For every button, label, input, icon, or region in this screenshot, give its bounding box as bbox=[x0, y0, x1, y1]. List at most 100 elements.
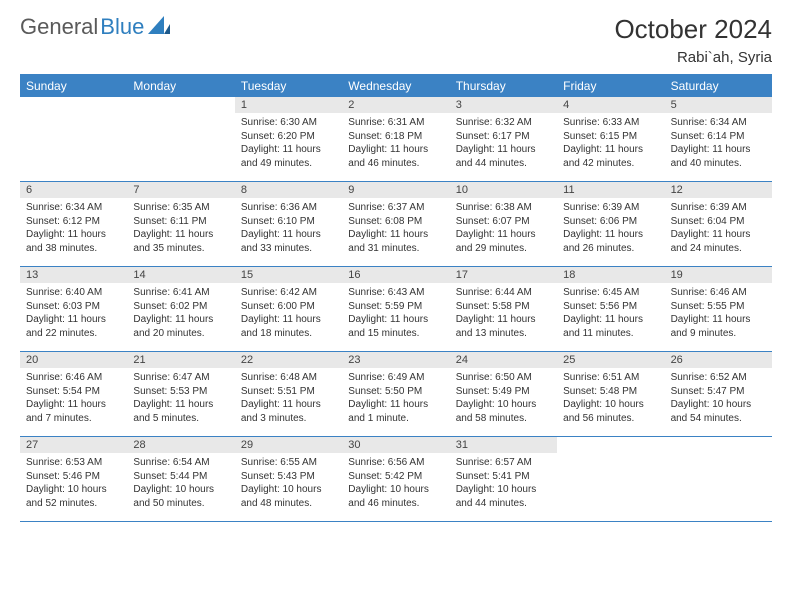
weekday-header: Tuesday bbox=[235, 76, 342, 96]
sunset-text: Sunset: 5:47 PM bbox=[671, 385, 766, 399]
brand-word-blue: Blue bbox=[100, 14, 144, 40]
sunset-text: Sunset: 6:10 PM bbox=[241, 215, 336, 229]
sunset-text: Sunset: 5:56 PM bbox=[563, 300, 658, 314]
weekday-header: Saturday bbox=[665, 76, 772, 96]
day-number: 22 bbox=[235, 352, 342, 368]
day-cell: 20Sunrise: 6:46 AMSunset: 5:54 PMDayligh… bbox=[20, 352, 127, 436]
sunrise-text: Sunrise: 6:38 AM bbox=[456, 201, 551, 215]
sunset-text: Sunset: 6:04 PM bbox=[671, 215, 766, 229]
sunset-text: Sunset: 5:51 PM bbox=[241, 385, 336, 399]
day-cell: 21Sunrise: 6:47 AMSunset: 5:53 PMDayligh… bbox=[127, 352, 234, 436]
day-cell bbox=[557, 437, 664, 521]
day-details: Sunrise: 6:45 AMSunset: 5:56 PMDaylight:… bbox=[557, 283, 664, 343]
daylight-text: Daylight: 11 hours and 18 minutes. bbox=[241, 313, 336, 340]
sunset-text: Sunset: 5:49 PM bbox=[456, 385, 551, 399]
day-number: 24 bbox=[450, 352, 557, 368]
day-cell: 28Sunrise: 6:54 AMSunset: 5:44 PMDayligh… bbox=[127, 437, 234, 521]
day-details: Sunrise: 6:46 AMSunset: 5:55 PMDaylight:… bbox=[665, 283, 772, 343]
header: General Blue October 2024 Rabi`ah, Syria bbox=[20, 14, 772, 66]
day-details: Sunrise: 6:37 AMSunset: 6:08 PMDaylight:… bbox=[342, 198, 449, 258]
day-details: Sunrise: 6:55 AMSunset: 5:43 PMDaylight:… bbox=[235, 453, 342, 513]
day-cell: 22Sunrise: 6:48 AMSunset: 5:51 PMDayligh… bbox=[235, 352, 342, 436]
day-details: Sunrise: 6:33 AMSunset: 6:15 PMDaylight:… bbox=[557, 113, 664, 173]
daylight-text: Daylight: 10 hours and 50 minutes. bbox=[133, 483, 228, 510]
daylight-text: Daylight: 11 hours and 20 minutes. bbox=[133, 313, 228, 340]
calendar-grid: Sunday Monday Tuesday Wednesday Thursday… bbox=[20, 74, 772, 522]
day-cell: 6Sunrise: 6:34 AMSunset: 6:12 PMDaylight… bbox=[20, 182, 127, 266]
sunrise-text: Sunrise: 6:54 AM bbox=[133, 456, 228, 470]
sunrise-text: Sunrise: 6:51 AM bbox=[563, 371, 658, 385]
day-cell: 19Sunrise: 6:46 AMSunset: 5:55 PMDayligh… bbox=[665, 267, 772, 351]
sunrise-text: Sunrise: 6:39 AM bbox=[671, 201, 766, 215]
day-details: Sunrise: 6:46 AMSunset: 5:54 PMDaylight:… bbox=[20, 368, 127, 428]
daylight-text: Daylight: 11 hours and 5 minutes. bbox=[133, 398, 228, 425]
daylight-text: Daylight: 11 hours and 35 minutes. bbox=[133, 228, 228, 255]
location-subtitle: Rabi`ah, Syria bbox=[614, 49, 772, 66]
sunset-text: Sunset: 5:58 PM bbox=[456, 300, 551, 314]
sunset-text: Sunset: 6:18 PM bbox=[348, 130, 443, 144]
day-details: Sunrise: 6:41 AMSunset: 6:02 PMDaylight:… bbox=[127, 283, 234, 343]
sunset-text: Sunset: 6:00 PM bbox=[241, 300, 336, 314]
sunrise-text: Sunrise: 6:49 AM bbox=[348, 371, 443, 385]
week-row: 1Sunrise: 6:30 AMSunset: 6:20 PMDaylight… bbox=[20, 96, 772, 181]
sunrise-text: Sunrise: 6:57 AM bbox=[456, 456, 551, 470]
day-number: 2 bbox=[342, 97, 449, 113]
sunset-text: Sunset: 5:46 PM bbox=[26, 470, 121, 484]
daylight-text: Daylight: 11 hours and 44 minutes. bbox=[456, 143, 551, 170]
day-details: Sunrise: 6:40 AMSunset: 6:03 PMDaylight:… bbox=[20, 283, 127, 343]
day-cell bbox=[665, 437, 772, 521]
sunset-text: Sunset: 5:43 PM bbox=[241, 470, 336, 484]
brand-logo: General Blue bbox=[20, 14, 170, 40]
sunrise-text: Sunrise: 6:55 AM bbox=[241, 456, 336, 470]
sunrise-text: Sunrise: 6:44 AM bbox=[456, 286, 551, 300]
day-cell: 15Sunrise: 6:42 AMSunset: 6:00 PMDayligh… bbox=[235, 267, 342, 351]
day-number: 26 bbox=[665, 352, 772, 368]
daylight-text: Daylight: 10 hours and 46 minutes. bbox=[348, 483, 443, 510]
sunrise-text: Sunrise: 6:43 AM bbox=[348, 286, 443, 300]
day-number: 31 bbox=[450, 437, 557, 453]
weekday-header: Thursday bbox=[450, 76, 557, 96]
day-details: Sunrise: 6:56 AMSunset: 5:42 PMDaylight:… bbox=[342, 453, 449, 513]
day-number: 1 bbox=[235, 97, 342, 113]
day-number: 10 bbox=[450, 182, 557, 198]
day-details: Sunrise: 6:39 AMSunset: 6:06 PMDaylight:… bbox=[557, 198, 664, 258]
day-number: 25 bbox=[557, 352, 664, 368]
sunset-text: Sunset: 6:03 PM bbox=[26, 300, 121, 314]
day-details: Sunrise: 6:48 AMSunset: 5:51 PMDaylight:… bbox=[235, 368, 342, 428]
day-number: 15 bbox=[235, 267, 342, 283]
week-row: 27Sunrise: 6:53 AMSunset: 5:46 PMDayligh… bbox=[20, 436, 772, 522]
day-cell: 5Sunrise: 6:34 AMSunset: 6:14 PMDaylight… bbox=[665, 97, 772, 181]
sunrise-text: Sunrise: 6:32 AM bbox=[456, 116, 551, 130]
daylight-text: Daylight: 11 hours and 33 minutes. bbox=[241, 228, 336, 255]
day-cell: 1Sunrise: 6:30 AMSunset: 6:20 PMDaylight… bbox=[235, 97, 342, 181]
weekday-header: Monday bbox=[127, 76, 234, 96]
day-cell: 11Sunrise: 6:39 AMSunset: 6:06 PMDayligh… bbox=[557, 182, 664, 266]
day-details: Sunrise: 6:30 AMSunset: 6:20 PMDaylight:… bbox=[235, 113, 342, 173]
sail-icon bbox=[148, 16, 170, 39]
day-details: Sunrise: 6:38 AMSunset: 6:07 PMDaylight:… bbox=[450, 198, 557, 258]
sunset-text: Sunset: 6:07 PM bbox=[456, 215, 551, 229]
day-number: 28 bbox=[127, 437, 234, 453]
sunrise-text: Sunrise: 6:50 AM bbox=[456, 371, 551, 385]
day-number: 11 bbox=[557, 182, 664, 198]
day-number: 27 bbox=[20, 437, 127, 453]
day-number: 14 bbox=[127, 267, 234, 283]
sunrise-text: Sunrise: 6:31 AM bbox=[348, 116, 443, 130]
day-number: 18 bbox=[557, 267, 664, 283]
day-details: Sunrise: 6:57 AMSunset: 5:41 PMDaylight:… bbox=[450, 453, 557, 513]
day-cell: 31Sunrise: 6:57 AMSunset: 5:41 PMDayligh… bbox=[450, 437, 557, 521]
daylight-text: Daylight: 11 hours and 49 minutes. bbox=[241, 143, 336, 170]
day-number: 16 bbox=[342, 267, 449, 283]
calendar-page: General Blue October 2024 Rabi`ah, Syria… bbox=[0, 0, 792, 536]
daylight-text: Daylight: 11 hours and 31 minutes. bbox=[348, 228, 443, 255]
weekday-header: Wednesday bbox=[342, 76, 449, 96]
day-cell bbox=[127, 97, 234, 181]
day-number: 9 bbox=[342, 182, 449, 198]
day-details: Sunrise: 6:43 AMSunset: 5:59 PMDaylight:… bbox=[342, 283, 449, 343]
daylight-text: Daylight: 10 hours and 44 minutes. bbox=[456, 483, 551, 510]
weekday-header: Friday bbox=[557, 76, 664, 96]
daylight-text: Daylight: 11 hours and 11 minutes. bbox=[563, 313, 658, 340]
daylight-text: Daylight: 11 hours and 29 minutes. bbox=[456, 228, 551, 255]
day-number: 3 bbox=[450, 97, 557, 113]
daylight-text: Daylight: 10 hours and 54 minutes. bbox=[671, 398, 766, 425]
